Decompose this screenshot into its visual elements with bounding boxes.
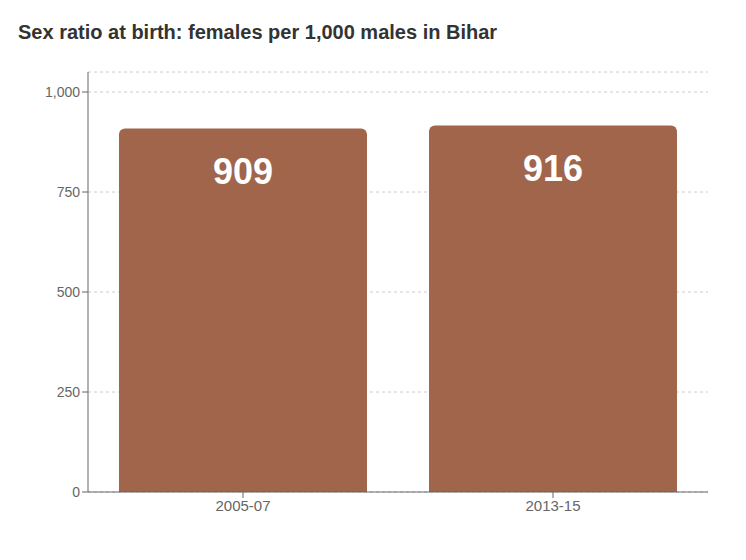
svg-text:916: 916 (523, 148, 583, 189)
svg-text:1,000: 1,000 (45, 84, 80, 100)
svg-text:2005-07: 2005-07 (215, 497, 270, 514)
svg-text:500: 500 (57, 284, 81, 300)
svg-text:250: 250 (57, 384, 81, 400)
svg-text:2013-15: 2013-15 (525, 497, 580, 514)
svg-text:0: 0 (72, 484, 80, 500)
svg-text:750: 750 (57, 184, 81, 200)
html-text:Sex ratio at birth: females pe: Sex ratio at birth: females per 1,000 ma… (18, 21, 498, 43)
svg-text:909: 909 (213, 151, 273, 192)
